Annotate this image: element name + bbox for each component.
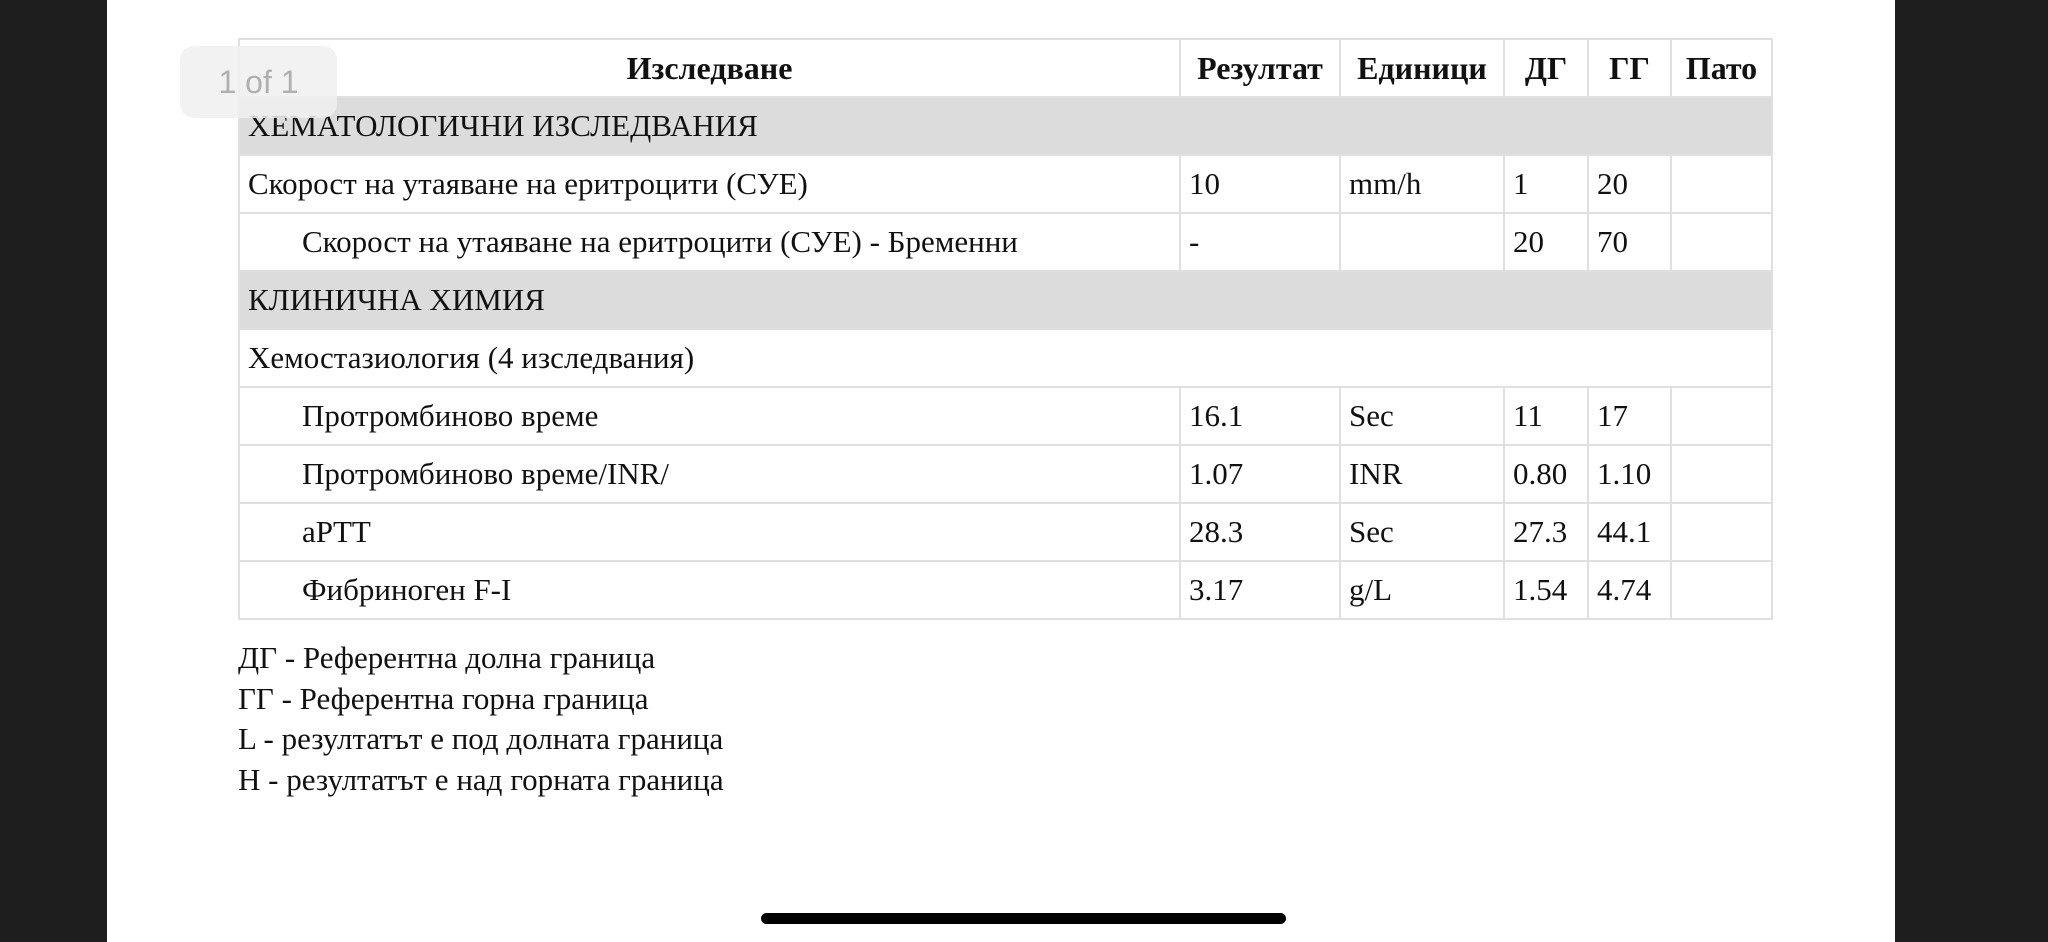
path-cell <box>1670 212 1773 272</box>
result-cell: 28.3 <box>1179 502 1341 562</box>
section-title: КЛИНИЧНА ХИМИЯ <box>238 270 1773 330</box>
path-cell <box>1670 444 1773 504</box>
section-row: КЛИНИЧНА ХИМИЯ <box>238 270 1773 330</box>
table-row: Протромбиново време 16.1 Sec 11 17 <box>238 386 1773 446</box>
units-cell <box>1339 212 1505 272</box>
high-limit-cell: 17 <box>1587 386 1672 446</box>
high-limit-cell: 1.10 <box>1587 444 1672 504</box>
table-row: Скорост на утаяване на еритроцити (СУЕ) 1… <box>238 154 1773 214</box>
legend-notes: ДГ - Референтна долна граница ГГ - Рефер… <box>238 638 724 800</box>
result-cell: 1.07 <box>1179 444 1341 504</box>
legend-item: ДГ - Референтна долна граница <box>238 640 656 675</box>
path-cell <box>1670 560 1773 620</box>
test-name: Протромбиново време/INR/ <box>238 444 1181 504</box>
units-cell: mm/h <box>1339 154 1505 214</box>
low-limit-cell: 1.54 <box>1503 560 1589 620</box>
legend-item: ГГ - Референтна горна граница <box>238 680 649 716</box>
low-limit-cell: 20 <box>1503 212 1589 272</box>
section-title: ХЕМАТОЛОГИЧНИ ИЗСЛЕДВАНИЯ <box>238 96 1773 156</box>
high-limit-cell: 4.74 <box>1587 560 1672 620</box>
header-units: Единици <box>1339 38 1505 98</box>
low-limit-cell: 11 <box>1503 386 1589 446</box>
low-limit-cell: 27.3 <box>1503 502 1589 562</box>
group-title: Хемостазиология (4 изследвания) <box>238 328 1773 388</box>
document-page: Изследване Резултат Единици ДГ ГГ Пато Х… <box>107 0 1895 942</box>
legend-item: L - резултатът е под долната граница <box>238 721 724 756</box>
result-cell: - <box>1179 212 1341 272</box>
test-name: Фибриноген F-I <box>238 560 1181 620</box>
path-cell <box>1670 502 1773 562</box>
low-limit-cell: 0.80 <box>1503 444 1589 504</box>
table-row: Протромбиново време/INR/1.07 INR 0.80 1.10 <box>238 444 1773 504</box>
result-cell: 16.1 <box>1179 386 1341 446</box>
header-low: ДГ <box>1503 38 1589 98</box>
path-cell <box>1670 386 1773 446</box>
path-cell <box>1670 154 1773 214</box>
header-high: ГГ <box>1587 38 1672 98</box>
header-test: Изследване <box>238 38 1181 98</box>
table-header-row: Изследване Резултат Единици ДГ ГГ Пато <box>238 38 1773 98</box>
test-name: aPTT <box>238 502 1181 562</box>
units-cell: Sec <box>1339 502 1505 562</box>
high-limit-cell: 20 <box>1587 154 1672 214</box>
section-row: ХЕМАТОЛОГИЧНИ ИЗСЛЕДВАНИЯ <box>238 96 1773 156</box>
result-cell: 10 <box>1179 154 1341 214</box>
result-cell: 3.17 <box>1179 560 1341 620</box>
table-row: Фибриноген F-I 3.17 g/L 1.54 4.74 <box>238 560 1773 620</box>
test-name: Скорост на утаяване на еритроцити (СУЕ) … <box>238 212 1181 272</box>
high-limit-cell: 70 <box>1587 212 1672 272</box>
legend-item: H - резултатът е над горната граница <box>238 761 724 797</box>
units-cell: INR <box>1339 444 1505 504</box>
page-indicator: 1 of 1 <box>180 46 337 118</box>
home-indicator[interactable] <box>761 913 1286 924</box>
units-cell: Sec <box>1339 386 1505 446</box>
table-row: Скорост на утаяване на еритроцити (СУЕ) … <box>238 212 1773 272</box>
test-name: Протромбиново време <box>238 386 1181 446</box>
units-cell: g/L <box>1339 560 1505 620</box>
low-limit-cell: 1 <box>1503 154 1589 214</box>
high-limit-cell: 44.1 <box>1587 502 1672 562</box>
table-row: aPTT 28.3 Sec 27.3 44.1 <box>238 502 1773 562</box>
results-table: Изследване Резултат Единици ДГ ГГ Пато Х… <box>238 38 1773 620</box>
header-result: Резултат <box>1179 38 1341 98</box>
test-name: Скорост на утаяване на еритроцити (СУЕ) <box>238 154 1181 214</box>
group-row: Хемостазиология (4 изследвания) <box>238 328 1773 388</box>
header-path: Пато <box>1670 38 1773 98</box>
